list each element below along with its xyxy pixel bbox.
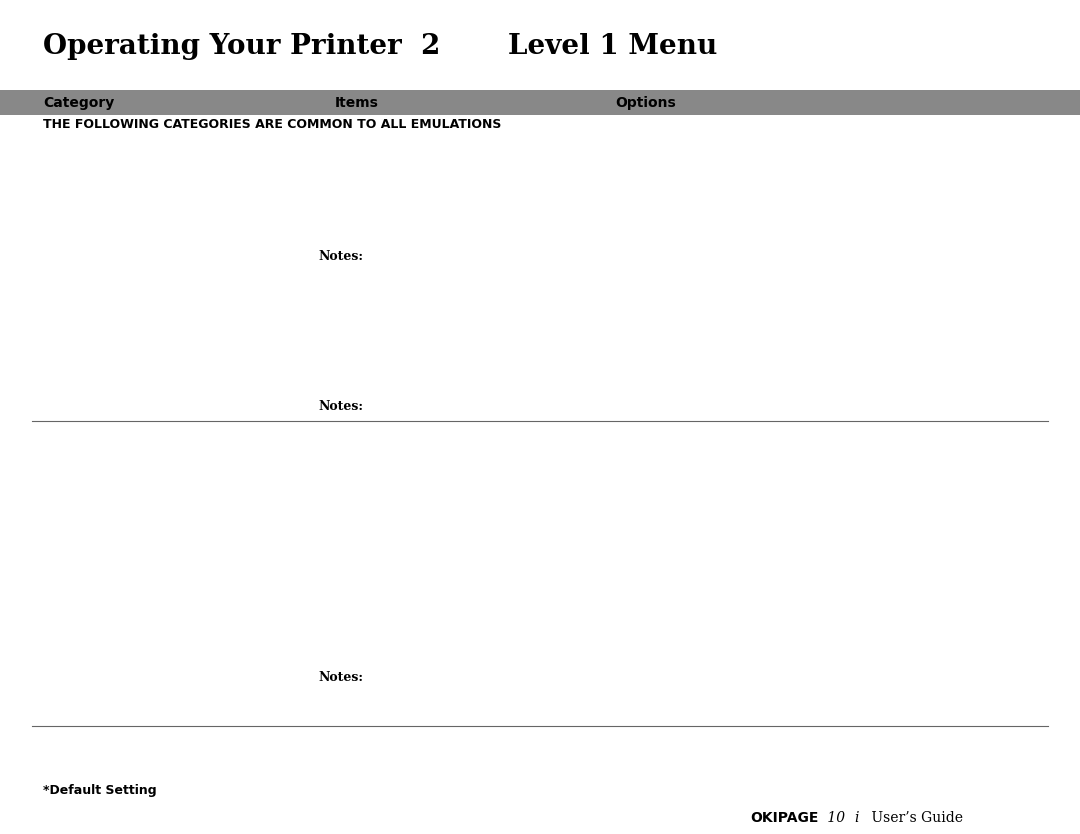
Text: Notes:: Notes: xyxy=(319,250,364,264)
Text: Operating Your Printer  2: Operating Your Printer 2 xyxy=(43,33,441,60)
Text: Notes:: Notes: xyxy=(319,400,364,414)
Text: THE FOLLOWING CATEGORIES ARE COMMON TO ALL EMULATIONS: THE FOLLOWING CATEGORIES ARE COMMON TO A… xyxy=(43,118,501,132)
Text: OKIPAGE: OKIPAGE xyxy=(751,811,819,825)
Text: 10: 10 xyxy=(823,811,845,825)
Text: Items: Items xyxy=(335,96,379,109)
Text: *Default Setting: *Default Setting xyxy=(43,784,157,797)
Text: Options: Options xyxy=(616,96,676,109)
Bar xyxy=(0,90,1080,115)
Text: User’s Guide: User’s Guide xyxy=(867,811,963,825)
Text: i: i xyxy=(854,811,859,825)
Text: Category: Category xyxy=(43,96,114,109)
Text: Notes:: Notes: xyxy=(319,671,364,685)
Text: Level 1 Menu: Level 1 Menu xyxy=(508,33,717,60)
